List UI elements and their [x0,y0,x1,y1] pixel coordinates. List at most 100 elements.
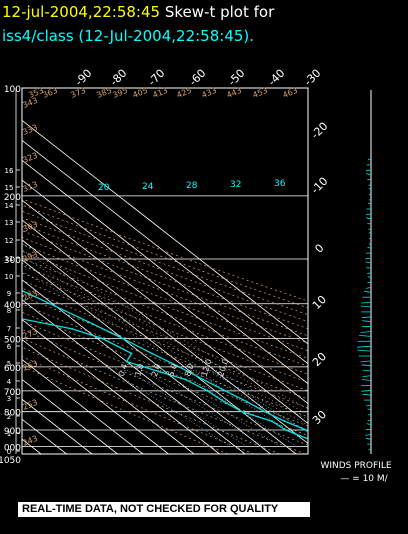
sounding-point [305,429,307,431]
mixing-ratio-line [155,366,281,447]
pressure-tick-label: 100 [4,85,21,95]
wind-barb [368,228,372,230]
wind-barb [365,169,372,172]
pressure-tick-label: 300 [4,256,21,266]
wind-barb [367,202,372,205]
wind-barb [362,320,372,323]
wind-barb [366,217,372,220]
winds-scale-label: — = 10 M/ [340,474,388,484]
height-tick-label: 6 [7,343,12,351]
wind-barb [366,423,372,425]
isotherm-line [22,179,308,405]
pressure-tick-label: 500 [4,336,21,346]
isotherm-line [22,119,308,345]
wind-barb [367,246,372,249]
height-tick-label: 15 [5,184,14,192]
temperature-line [22,289,308,432]
dry-adiabat-line [22,280,308,392]
mixing-ratio-label: 2.0 [150,363,162,378]
temperature-tick-label: -90 [73,67,95,89]
mixing-ratio-line [204,366,308,433]
sounding-point [5,282,7,284]
wind-barb [360,305,372,308]
dry-adiabat-label: 253 [21,398,39,412]
sounding-point [240,410,243,413]
wind-barb [365,437,372,440]
height-tick-label: 4 [7,378,12,386]
isotherm-line [22,239,297,454]
sounding-point [20,318,22,320]
mixing-ratio-label: 0.4 [117,363,129,378]
pressure-tick-label: 000 [4,443,21,453]
wind-barb [367,276,372,278]
chart-subtitle: iss4/class (12-Jul-2004,22:58:45). [2,27,255,45]
height-tick-label: 13 [5,219,14,227]
moist-adiabat-label: 36 [274,179,286,189]
moist-adiabat-line [22,249,308,415]
sounding-point [305,437,308,440]
wind-barb [361,301,372,304]
dry-adiabat-line [22,328,308,446]
sounding-point [339,446,341,448]
wind-barb [365,434,372,436]
temperature-tick-label: -40 [266,67,288,89]
moist-adiabat-label: 24 [142,182,154,192]
isotherm-line [22,259,271,454]
dewpoint-line [22,318,308,440]
quality-warning: REAL-TIME DATA, NOT CHECKED FOR QUALITY [18,502,310,517]
mixing-ratio-line [105,366,231,447]
wind-barb [359,335,372,337]
sounding-point [245,400,248,403]
height-tick-label: 7 [7,325,11,333]
isotherm-line [22,299,220,454]
dry-adiabat-line [22,303,308,418]
wind-barb [365,213,372,216]
height-tick-label: 0 [7,448,11,456]
dry-adiabat-line [22,217,308,322]
wind-barb [368,184,372,186]
sounding-point [142,366,145,368]
temperature-tick-label: -30 [302,67,324,89]
wind-barb [364,290,372,293]
wind-barb [368,242,372,245]
sounding-point [347,446,349,448]
winds-profile-title: WINDS PROFILE [320,461,391,471]
height-tick-label: 12 [5,237,14,245]
wind-barb [367,158,372,161]
temperature-tick-label: 10 [310,293,329,312]
pressure-tick-label: 200 [4,193,21,203]
sounding-point [159,371,162,373]
sounding-point [125,360,128,363]
temperature-tick-label: 20 [310,350,329,369]
dry-adiabat-label: 323 [21,151,39,165]
height-tick-label: 11 [5,255,14,263]
wind-barb [361,364,372,367]
isotherm-line [22,398,93,454]
sounding-point [283,420,286,422]
isotherm-line [22,159,308,385]
wind-barb [361,389,372,392]
moist-adiabat-line [22,243,308,410]
sounding-point [353,452,355,454]
wind-barb [368,198,372,201]
plot-frame [21,87,309,455]
height-tick-label: 9 [7,290,11,298]
mixing-ratio-label: 8.0 [183,363,195,378]
isotherm-line [22,339,169,454]
dry-adiabat-line [22,356,254,454]
isotherm-line [22,199,308,425]
temperature-tick-label: -20 [309,120,331,142]
sounding-point [101,337,104,340]
height-tick-label: 16 [5,167,14,175]
temperature-tick-label: -60 [187,67,209,89]
moist-adiabat-label: 28 [186,181,198,191]
sounding-point [151,352,153,355]
sounding-point [270,420,273,422]
chart-title: 12-jul-2004,22:58:45 Skew-t plot for [2,3,274,21]
dry-adiabat-line [22,311,308,427]
isotherm-line [22,378,118,454]
wind-barb [367,419,372,422]
dry-adiabat-line [22,204,308,309]
moist-adiabat-line [22,262,308,426]
sounding-point [284,429,287,431]
